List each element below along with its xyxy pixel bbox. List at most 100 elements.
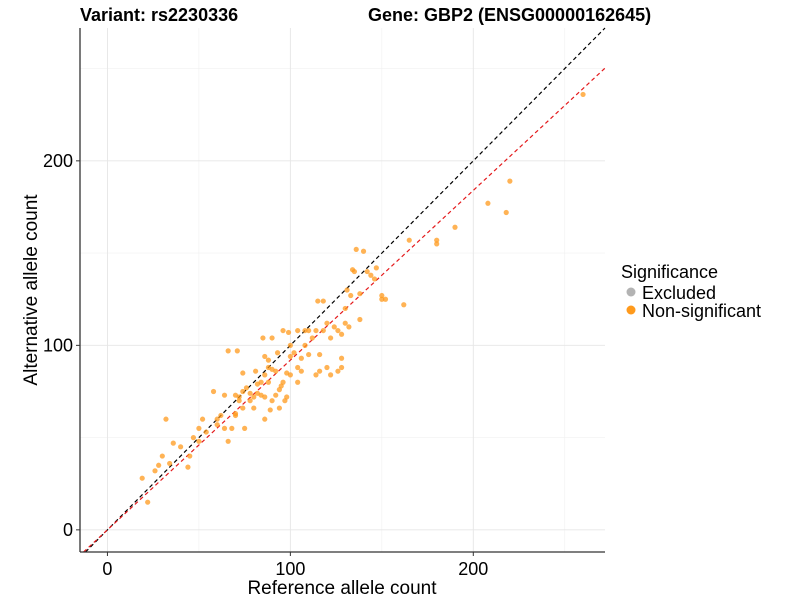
data-point xyxy=(315,298,321,304)
data-point xyxy=(159,453,165,459)
reference-lines xyxy=(83,27,606,553)
chart-title-gene: Gene: GBP2 (ENSG00000162645) xyxy=(368,5,651,25)
data-point xyxy=(324,364,330,371)
data-point xyxy=(236,398,242,404)
data-point xyxy=(190,435,197,441)
data-point xyxy=(295,327,301,334)
data-point xyxy=(320,327,326,334)
data-point xyxy=(320,298,326,304)
y-tick-label: 200 xyxy=(43,151,73,171)
data-point xyxy=(295,364,301,371)
y-tick-label: 100 xyxy=(43,335,73,355)
data-point xyxy=(287,342,293,348)
data-point xyxy=(507,178,513,184)
data-point xyxy=(251,394,257,400)
data-point xyxy=(229,425,235,431)
data-point xyxy=(152,468,158,474)
data-points xyxy=(139,91,586,505)
data-point xyxy=(379,296,385,302)
data-point xyxy=(360,248,367,254)
data-point xyxy=(167,460,173,467)
legend-label-excluded: Excluded xyxy=(642,283,716,303)
data-point xyxy=(342,305,348,312)
data-point xyxy=(170,440,176,446)
data-point xyxy=(298,368,304,374)
data-point xyxy=(269,398,275,404)
y-tick-label: 0 xyxy=(63,520,73,540)
data-point xyxy=(331,324,337,330)
data-point xyxy=(485,200,491,206)
reference-line-identity xyxy=(85,27,606,553)
data-point xyxy=(368,272,374,278)
data-point xyxy=(344,287,350,293)
data-point xyxy=(353,246,359,253)
x-tick-label: 100 xyxy=(275,559,305,579)
data-point xyxy=(338,355,345,361)
x-tick-label: 200 xyxy=(458,559,488,579)
data-point xyxy=(214,416,220,422)
x-tick-label: 0 xyxy=(102,559,112,579)
data-point xyxy=(302,342,308,348)
data-point xyxy=(328,372,334,378)
data-point xyxy=(210,388,217,395)
y-axis-ticks: 0 100 200 xyxy=(43,151,80,540)
data-point xyxy=(187,453,193,459)
data-point xyxy=(338,364,345,371)
data-point xyxy=(434,237,440,243)
data-point xyxy=(163,416,169,422)
data-point xyxy=(335,368,341,374)
data-point xyxy=(295,379,301,385)
data-point xyxy=(276,405,282,411)
data-point xyxy=(260,335,266,341)
data-point xyxy=(262,416,268,422)
data-point xyxy=(287,372,293,378)
plot-gridlines xyxy=(80,28,605,552)
legend-swatch-excluded xyxy=(626,287,636,297)
data-point xyxy=(247,398,253,404)
data-point xyxy=(145,499,151,505)
data-point xyxy=(196,438,202,444)
data-point xyxy=(273,392,279,398)
x-axis-ticks: 0 100 200 xyxy=(102,552,488,579)
data-point xyxy=(306,327,312,334)
data-point xyxy=(251,405,257,411)
data-point xyxy=(262,353,268,360)
data-point xyxy=(306,351,312,358)
data-point xyxy=(364,268,370,275)
data-point xyxy=(253,368,259,374)
data-point xyxy=(335,327,341,334)
data-point xyxy=(342,320,348,326)
data-point xyxy=(218,412,224,419)
data-point xyxy=(234,348,240,354)
data-point xyxy=(406,237,412,243)
data-point xyxy=(317,351,323,358)
data-point xyxy=(324,320,330,326)
data-point xyxy=(262,372,268,378)
data-point xyxy=(287,353,293,360)
data-point xyxy=(265,357,272,363)
data-point xyxy=(185,464,191,470)
data-point xyxy=(242,425,248,431)
data-point xyxy=(580,91,586,98)
data-point xyxy=(240,388,246,395)
data-point xyxy=(317,368,323,374)
data-point xyxy=(221,425,228,431)
data-point xyxy=(274,350,281,356)
data-point xyxy=(214,422,220,428)
data-point xyxy=(338,331,345,337)
data-point xyxy=(313,372,319,378)
data-point xyxy=(269,335,275,341)
data-point xyxy=(258,379,264,385)
data-point xyxy=(313,327,319,334)
legend-title: Significance xyxy=(621,262,718,282)
data-point xyxy=(225,348,231,354)
data-point xyxy=(346,324,352,330)
data-point xyxy=(382,296,389,302)
data-point xyxy=(309,335,315,341)
data-point xyxy=(351,268,357,275)
data-point xyxy=(285,329,292,336)
data-point xyxy=(284,394,290,400)
data-point xyxy=(240,370,246,376)
data-point xyxy=(298,355,304,361)
data-point xyxy=(265,379,272,385)
